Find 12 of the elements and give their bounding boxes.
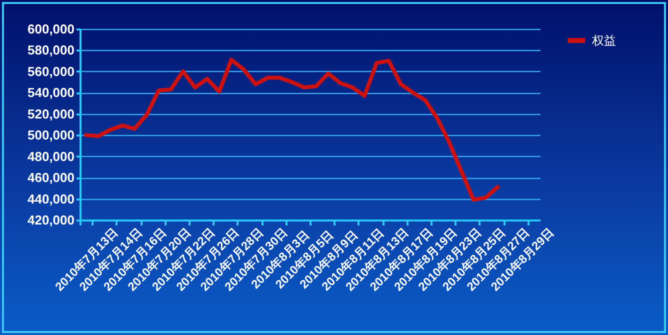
y-tick-label: 520,000: [28, 106, 74, 122]
y-tick-label: 540,000: [28, 85, 74, 100]
y-tick-label: 600,000: [28, 22, 74, 36]
y-tick-label: 560,000: [28, 64, 74, 79]
line-series: [84, 58, 500, 202]
y-tick-label: 580,000: [28, 42, 74, 58]
y-tick-label: 480,000: [28, 148, 74, 164]
y-tick-label: 440,000: [28, 191, 74, 206]
y-tick-label: 420,000: [28, 212, 74, 228]
legend-label: 权益: [591, 34, 616, 48]
y-tick-label: 500,000: [28, 128, 74, 143]
y-tick-label: 460,000: [28, 170, 74, 186]
